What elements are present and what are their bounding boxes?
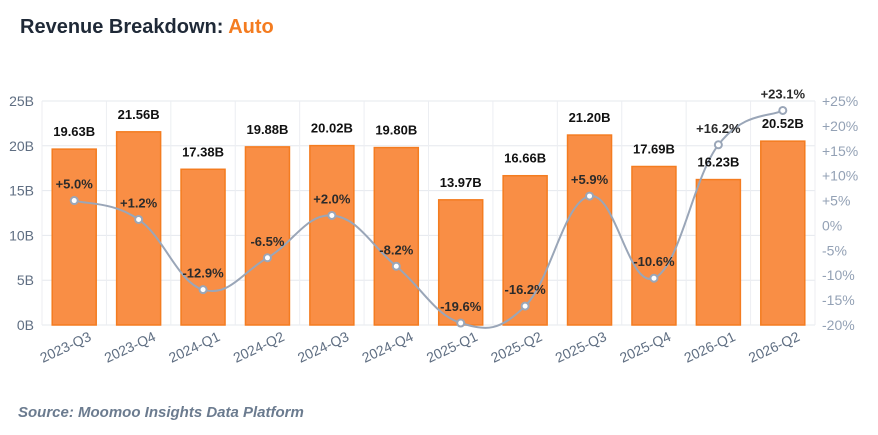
y-left-tick-label: 20B: [9, 138, 34, 154]
growth-value-label: -8.2%: [379, 242, 413, 257]
growth-value-label: +23.1%: [761, 86, 806, 101]
bar: [631, 165, 677, 326]
bar: [566, 134, 613, 326]
growth-point: [198, 285, 208, 295]
growth-value-label: +1.2%: [120, 195, 158, 210]
y-left-tick-label: 10B: [9, 227, 34, 243]
x-tick-label: 2025-Q2: [488, 328, 544, 366]
bar: [180, 168, 226, 326]
x-tick-label: 2025-Q1: [424, 328, 480, 366]
growth-value-label: -12.9%: [182, 266, 224, 281]
y-right-tick-label: +20%: [822, 118, 858, 134]
growth-point: [456, 318, 466, 328]
x-tick-label: 2023-Q3: [37, 328, 93, 366]
bar: [115, 131, 162, 326]
growth-value-label: -6.5%: [250, 234, 284, 249]
growth-value-label: -19.6%: [440, 299, 482, 314]
bar: [373, 146, 420, 326]
growth-value-label: -10.6%: [633, 254, 675, 269]
bar: [51, 148, 97, 326]
y-right-tick-label: +10%: [822, 168, 858, 184]
growth-point: [134, 214, 144, 224]
x-tick-label: 2025-Q3: [553, 328, 609, 366]
growth-point: [69, 196, 79, 206]
y-right-tick-label: -15%: [822, 292, 855, 308]
y-right-tick-label: +15%: [822, 143, 858, 159]
bar-value-label: 19.80B: [375, 123, 417, 138]
bar-value-label: 17.38B: [182, 144, 224, 159]
bar: [695, 178, 742, 326]
y-right-tick-label: +25%: [822, 93, 858, 109]
growth-point: [262, 253, 272, 263]
bar-value-label: 17.69B: [633, 141, 675, 156]
y-right-tick-label: -5%: [822, 242, 847, 258]
bar: [502, 174, 548, 326]
y-right-tick-label: -20%: [822, 317, 855, 333]
bar-value-label: 21.20B: [569, 110, 611, 125]
bar-value-label: 13.97B: [440, 175, 482, 190]
bar-value-label: 20.02B: [311, 121, 353, 136]
title-prefix: Revenue Breakdown:: [20, 16, 224, 38]
y-right-tick-label: +5%: [822, 193, 850, 209]
x-tick-label: 2025-Q4: [617, 328, 673, 366]
x-tick-label: 2024-Q1: [166, 328, 222, 366]
growth-point: [778, 105, 788, 115]
growth-value-label: +2.0%: [313, 191, 351, 206]
growth-point: [713, 140, 723, 150]
title-segment: Auto: [228, 16, 274, 38]
bar-value-label: 20.52B: [762, 116, 804, 131]
x-tick-label: 2024-Q2: [231, 328, 287, 366]
revenue-chart: 0B 5B 10B 15B 20B 25B -20% -15% -10% -5% 0% +5% +10%…: [9, 86, 858, 366]
x-tick-label: 2024-Q3: [295, 328, 351, 366]
bar-value-label: 16.23B: [697, 155, 739, 170]
x-tick-label: 2026-Q2: [746, 328, 802, 366]
y-left-tick-label: 25B: [9, 93, 34, 109]
bar-value-label: 21.56B: [118, 107, 160, 122]
growth-point: [585, 191, 595, 201]
chart-title: Revenue Breakdown: Auto: [20, 16, 274, 39]
growth-value-label: -16.2%: [505, 282, 547, 297]
x-tick-label: 2024-Q4: [359, 328, 415, 366]
y-left-tick-label: 5B: [17, 272, 34, 288]
bar-value-label: 19.88B: [246, 122, 288, 137]
x-tick-label: 2026-Q1: [682, 328, 738, 366]
source-note: Source: Moomoo Insights Data Platform: [18, 404, 304, 421]
y-right-tick-label: -10%: [822, 267, 855, 283]
y-right-tick-label: 0%: [822, 217, 842, 233]
growth-value-label: +5.9%: [571, 172, 609, 187]
bar: [244, 146, 291, 326]
growth-point: [391, 261, 401, 271]
bar: [437, 199, 484, 326]
x-tick-label: 2023-Q4: [102, 328, 158, 366]
bar-value-label: 19.63B: [53, 124, 95, 139]
bar-value-label: 16.66B: [504, 151, 546, 166]
bar: [760, 140, 806, 326]
growth-value-label: +16.2%: [696, 121, 741, 136]
growth-point: [649, 273, 659, 283]
growth-point: [520, 301, 530, 311]
growth-point: [327, 210, 337, 220]
growth-value-label: +5.0%: [56, 177, 94, 192]
y-left-tick-label: 0B: [17, 317, 34, 333]
bar: [309, 144, 355, 326]
y-left-tick-label: 15B: [9, 183, 34, 199]
